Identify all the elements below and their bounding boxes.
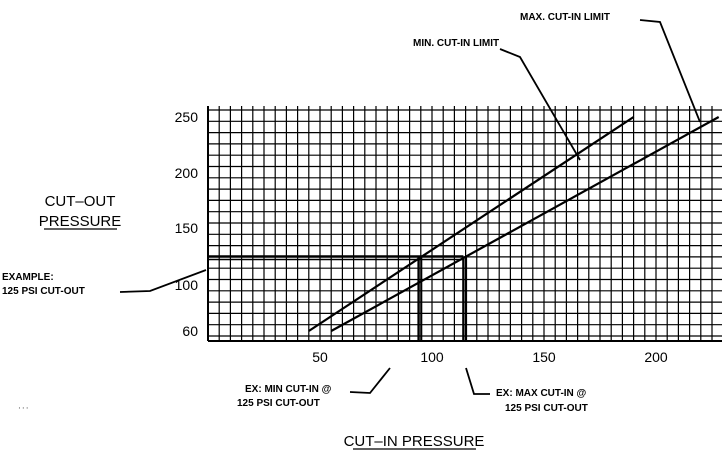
ex-max-label-line1: EX: MAX CUT-IN @ (496, 388, 587, 399)
y-tick-label: 60 (182, 323, 198, 339)
x-tick-label: 150 (532, 349, 556, 365)
annotations: MIN. CUT-IN LIMIT MAX. CUT-IN LIMIT CUT–OU… (2, 12, 701, 450)
series-line-min-cut-in (308, 116, 635, 332)
leader-ex-min (349, 367, 391, 394)
x-tick-label: 200 (644, 349, 668, 365)
example-guides (208, 255, 468, 341)
ex-min-label-line1: EX: MIN CUT-IN @ (245, 384, 332, 395)
y-tick-label: 150 (175, 220, 199, 236)
leader-example (119, 269, 207, 293)
ex-min-label-line2: 125 PSI CUT-OUT (237, 398, 320, 409)
series-label-min-cut-in: MIN. CUT-IN LIMIT (413, 38, 499, 49)
tick-labels: 60 100 150 200 250 50 100 150 200 (175, 109, 668, 365)
corner-marks: ··· (18, 404, 30, 414)
y-tick-label: 250 (175, 109, 199, 125)
leader-min-cut-in (499, 48, 581, 161)
example-label-line2: 125 PSI CUT-OUT (2, 286, 85, 297)
leader-ex-max (465, 367, 490, 395)
series-line-max-cut-in (330, 116, 720, 332)
x-tick-label: 100 (420, 349, 444, 365)
example-label-line1: EXAMPLE: (2, 272, 54, 283)
series-label-max-cut-in: MAX. CUT-IN LIMIT (520, 12, 610, 23)
axes (207, 106, 722, 342)
y-tick-label: 100 (175, 277, 199, 293)
y-tick-label: 200 (175, 165, 199, 181)
grid (207, 106, 722, 341)
x-axis-title: CUT–IN PRESSURE (344, 433, 485, 450)
x-tick-label: 50 (312, 349, 328, 365)
ex-max-label-line2: 125 PSI CUT-OUT (505, 403, 588, 414)
y-axis-title-line2: PRESSURE (39, 213, 122, 230)
leader-max-cut-in (639, 19, 701, 123)
y-axis-title-line1: CUT–OUT (45, 193, 116, 210)
series-lines (308, 116, 720, 332)
